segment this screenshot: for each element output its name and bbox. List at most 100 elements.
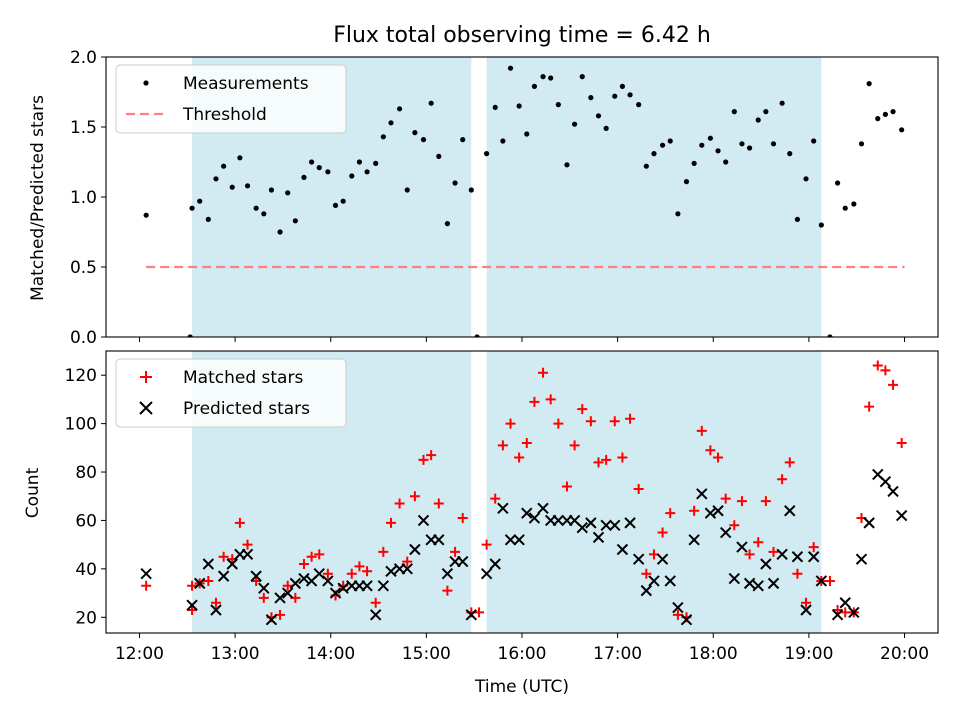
matched-stars-point-71 [729, 520, 740, 531]
predicted-stars-point-10 [250, 570, 262, 582]
predicted-stars-point-47 [552, 514, 565, 527]
measurements-point-14 [277, 229, 283, 235]
predicted-stars-point-82 [839, 597, 851, 609]
bottom-y-tick-label-3: 60 [75, 511, 97, 531]
predicted-stars-point-11 [258, 582, 270, 594]
measurements-point-89 [875, 116, 881, 122]
measurements-point-27 [380, 134, 386, 140]
predicted-stars-point-37 [465, 609, 478, 621]
x-tick-label-4: 15:00 [402, 644, 451, 664]
measurements-point-32 [420, 137, 427, 143]
measurements-point-9 [237, 155, 243, 161]
matched-stars-point-43 [505, 418, 516, 429]
bottom-legend-predicted-stars-label: Predicted stars [183, 399, 310, 419]
predicted-stars-point-75 [776, 548, 788, 561]
matched-stars-point-9 [234, 517, 245, 528]
x-tick-label-5: 16:00 [498, 644, 547, 664]
measurements-point-77 [779, 100, 785, 106]
predicted-stars-point-51 [585, 517, 597, 529]
measurements-point-42 [500, 138, 506, 144]
measurements-point-46 [531, 83, 538, 89]
measurements-point-83 [827, 334, 833, 337]
predicted-stars-point-24 [361, 580, 373, 592]
matched-stars-point-64 [672, 609, 683, 620]
x-tick-label-1: 12:00 [115, 644, 164, 664]
measurements-point-61 [651, 151, 657, 157]
predicted-stars-point-6 [217, 570, 230, 582]
matched-stars-point-25 [362, 566, 373, 577]
predicted-stars-point-20 [329, 587, 342, 599]
predicted-stars-point-87 [879, 476, 892, 488]
measurements-point-36 [452, 180, 458, 186]
measurements-point-26 [373, 160, 379, 166]
predicted-stars-point-79 [807, 551, 820, 563]
predicted-stars-point-81 [831, 609, 844, 621]
measurements-point-65 [683, 179, 690, 185]
matched-stars-point-12 [258, 592, 269, 603]
predicted-stars-point-68 [719, 526, 732, 539]
measurements-point-44 [516, 103, 522, 109]
matched-stars-point-42 [497, 440, 508, 451]
predicted-stars-point-27 [385, 565, 397, 577]
matched-stars-point-57 [617, 452, 628, 463]
predicted-stars-point-72 [752, 580, 764, 592]
predicted-stars-point-9 [241, 548, 254, 561]
measurements-point-22 [340, 198, 346, 204]
matched-stars-point-31 [409, 491, 420, 502]
measurements-point-29 [396, 106, 403, 112]
bottom-legend-predicted-stars-marker [139, 401, 153, 415]
matched-stars-point-48 [545, 394, 556, 405]
top-legend: Measurements Threshold [115, 64, 347, 134]
predicted-stars-point-13 [274, 592, 286, 604]
matched-stars-point-50 [561, 481, 572, 492]
matched-stars-point-63 [665, 508, 676, 519]
matched-stars-point-83 [824, 575, 835, 586]
bottom-y-tick-label-2: 40 [75, 560, 97, 580]
measurements-point-62 [659, 142, 666, 148]
measurements-point-23 [349, 173, 355, 179]
matched-stars-point-90 [880, 365, 891, 376]
measurements-point-37 [460, 137, 466, 143]
predicted-stars-point-56 [624, 517, 636, 529]
matched-stars-point-35 [442, 585, 453, 596]
matched-stars-point-11 [251, 575, 262, 586]
predicted-stars-point-33 [433, 534, 445, 546]
measurements-point-33 [428, 100, 434, 106]
measurements-point-82 [818, 222, 824, 228]
measurements-point-70 [723, 159, 729, 165]
measurements-point-7 [221, 163, 227, 169]
top-y-tick-label-3: 1.0 [70, 188, 97, 208]
matched-stars-point-23 [346, 568, 357, 579]
matched-stars-point-70 [720, 493, 731, 504]
measurements-point-69 [715, 148, 721, 154]
matched-stars-point-62 [657, 527, 668, 538]
measurements-point-43 [507, 65, 514, 71]
predicted-stars-point-83 [848, 606, 860, 619]
matched-stars-point-58 [625, 413, 636, 424]
measurements-point-8 [229, 184, 235, 190]
predicted-stars-point-50 [576, 521, 588, 534]
matched-stars-point-24 [354, 561, 365, 572]
measurements-point-40 [484, 151, 490, 157]
matched-stars-point-79 [792, 568, 803, 579]
matched-stars-point-49 [553, 418, 564, 429]
measurements-point-16 [292, 218, 298, 224]
bottom-plot-area [140, 351, 908, 633]
matched-stars-point-74 [753, 537, 764, 548]
predicted-stars-point-43 [521, 507, 533, 519]
measurements-point-66 [691, 160, 697, 166]
predicted-stars-point-2 [186, 599, 198, 611]
measurements-point-86 [851, 201, 857, 207]
measurements-point-81 [811, 138, 817, 144]
predicted-stars-point-45 [537, 502, 549, 515]
measurements-point-90 [882, 111, 889, 117]
predicted-stars-point-40 [497, 502, 509, 515]
bottom-legend-box [115, 358, 347, 428]
matched-stars-point-51 [569, 440, 580, 451]
predicted-stars-point-55 [616, 543, 629, 556]
measurements-point-15 [285, 190, 291, 196]
top-legend-measurements-label: Measurements [183, 74, 309, 94]
measurements-point-25 [364, 169, 370, 175]
matched-stars-point-34 [433, 498, 444, 509]
predicted-stars-point-39 [489, 558, 501, 570]
